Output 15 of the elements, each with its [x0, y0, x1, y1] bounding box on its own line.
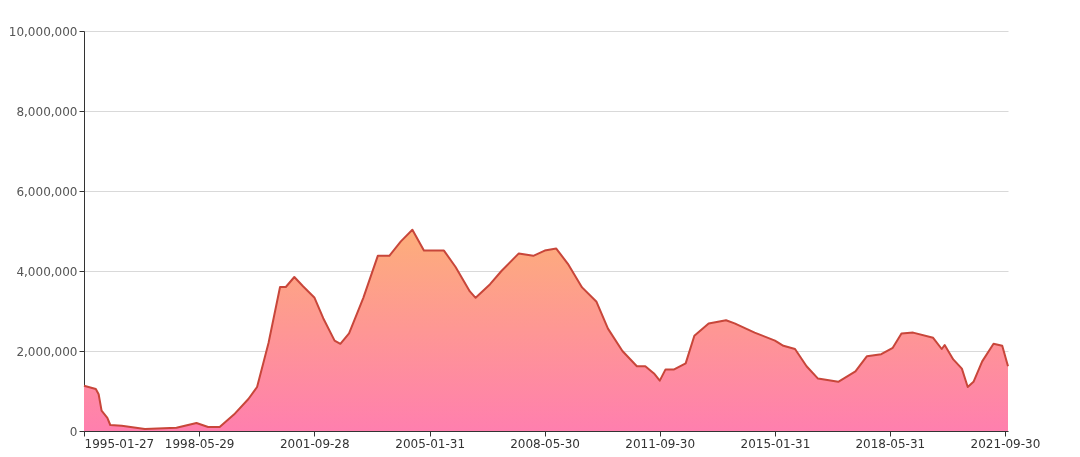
y-tick-label: 2,000,000 — [16, 344, 78, 359]
x-tick-label: 2015-01-31 — [740, 436, 811, 451]
y-tick-label: 10,000,000 — [8, 24, 78, 39]
y-tick-label: 8,000,000 — [16, 104, 78, 119]
x-tick-label: 2011-09-30 — [625, 436, 696, 451]
x-tick-label: 1995-01-27 — [84, 436, 155, 451]
y-tick-label: 4,000,000 — [16, 264, 78, 279]
x-tick-label: 2018-05-31 — [855, 436, 926, 451]
y-tick-label: 6,000,000 — [16, 184, 78, 199]
x-tick-label: 2008-05-30 — [510, 436, 580, 451]
x-tick-label: 2021-09-30 — [970, 436, 1041, 451]
x-tick-label: 2005-01-31 — [395, 436, 466, 451]
y-tick-label: 0 — [69, 424, 78, 439]
x-tick-label: 2001-09-28 — [279, 436, 350, 451]
x-tick-label: 1998-05-29 — [164, 436, 235, 451]
